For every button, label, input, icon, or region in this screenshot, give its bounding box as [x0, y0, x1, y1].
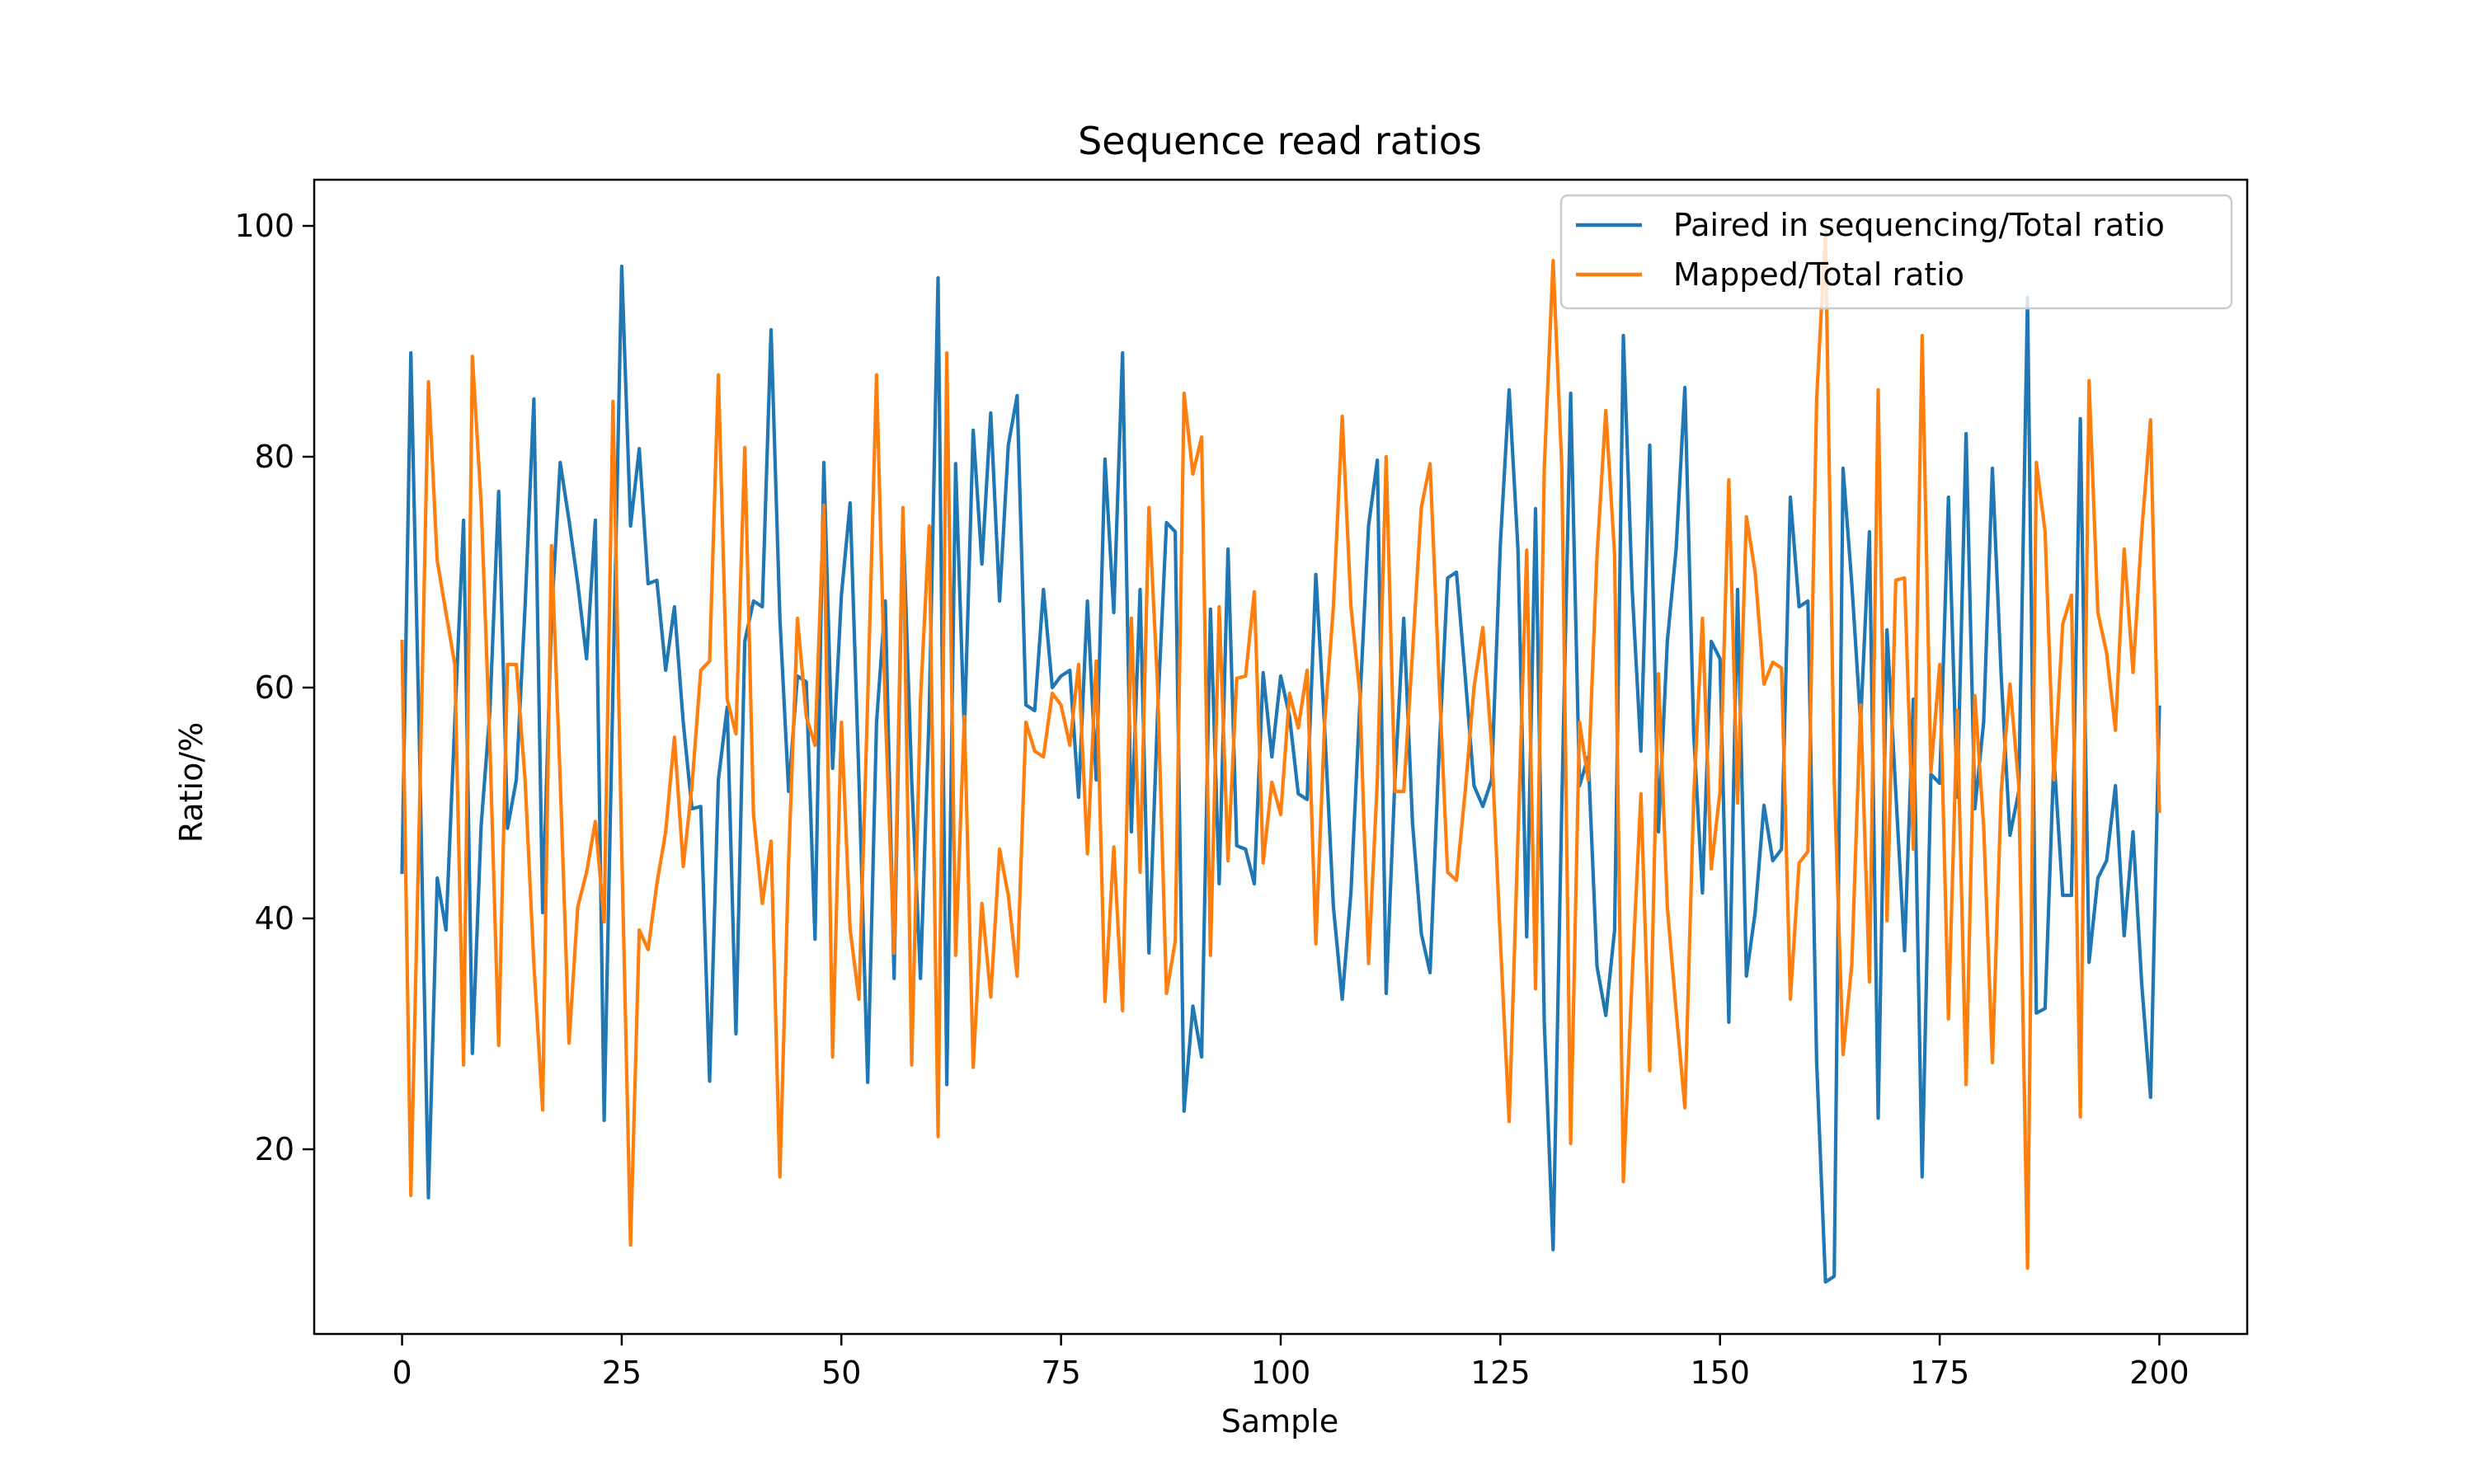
legend-box [1559, 194, 2233, 310]
y-tick-label: 80 [255, 439, 294, 475]
series-line-2 [400, 229, 2161, 1270]
y-tick-label: 20 [255, 1131, 294, 1167]
x-tick-label: 150 [1690, 1355, 1750, 1391]
x-tick-label: 125 [1470, 1355, 1531, 1391]
x-tick-label: 50 [821, 1355, 861, 1391]
series-line-1 [400, 264, 2161, 1284]
x-tick-label: 0 [392, 1355, 412, 1391]
x-tick-label: 175 [1910, 1355, 1970, 1391]
x-tick-label: 100 [1251, 1355, 1311, 1391]
x-tick-label: 200 [2129, 1355, 2189, 1391]
x-tick-label: 25 [602, 1355, 642, 1391]
y-axis-label: Ratio/% [173, 722, 209, 843]
legend-label-2: Mapped/Total ratio [1673, 256, 1964, 293]
y-tick-label: 60 [255, 669, 294, 706]
y-tick-label: 100 [234, 208, 294, 244]
chart-title: Sequence read ratios [1078, 119, 1482, 163]
x-tick-label: 75 [1041, 1355, 1080, 1391]
y-tick-label: 40 [255, 900, 294, 937]
plot-area: 0 25 50 75 100 125 150 175 200 20 40 60 80 100 [234, 178, 2249, 1391]
x-axis-label: Sample [1221, 1403, 1338, 1439]
legend: Paired in sequencing/Total ratio Mapped/T… [1559, 194, 2233, 310]
legend-label-1: Paired in sequencing/Total ratio [1673, 207, 2165, 243]
